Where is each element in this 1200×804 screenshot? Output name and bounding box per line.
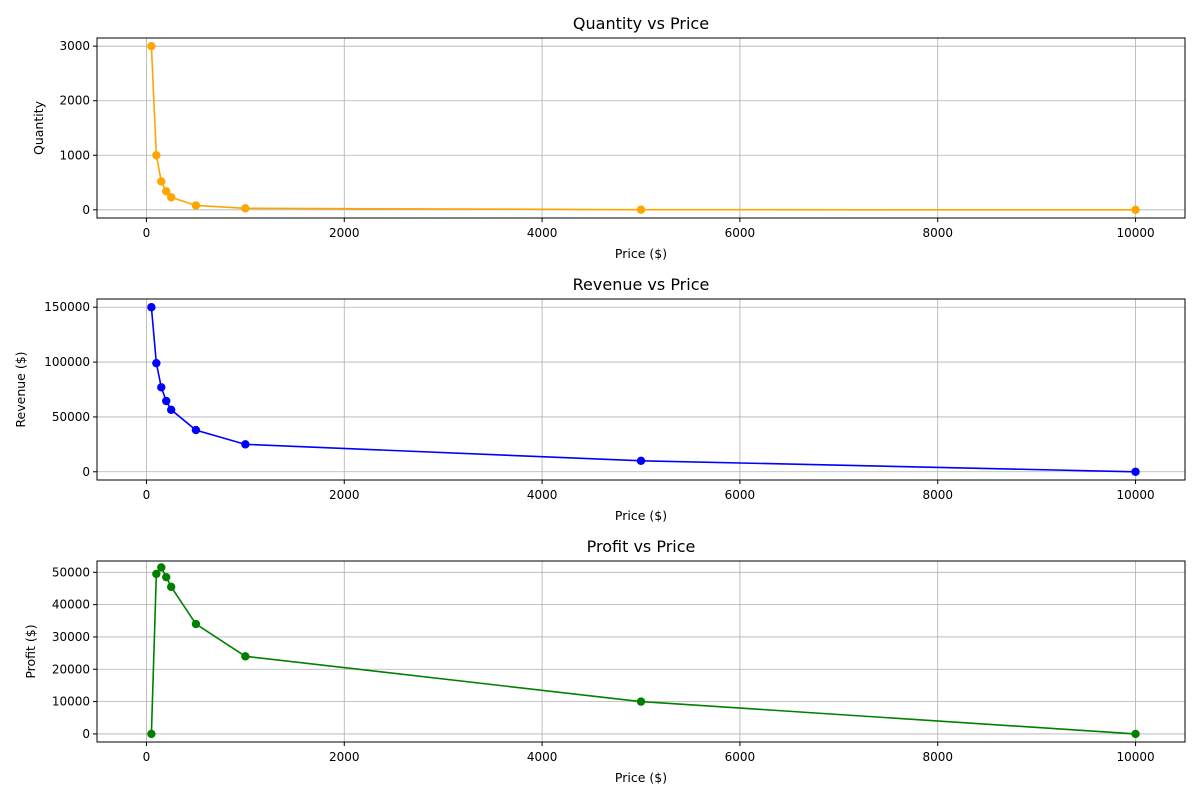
data-point: [152, 569, 161, 579]
data-point: [157, 177, 166, 186]
data-point: [147, 729, 156, 739]
subplot-2: 0 2000 4000 6000 8000 10000050000100000150000…: [13, 275, 1186, 523]
x-tick-label: 2000: [329, 226, 360, 240]
data-point: [162, 396, 171, 406]
x-tick-label: 6000: [725, 226, 756, 240]
data-point: [147, 303, 156, 312]
y-tick-label: 40000: [52, 598, 90, 612]
axes-frame: [96, 560, 1186, 743]
y-tick-label: 10000: [52, 695, 90, 709]
data-point: [166, 193, 176, 202]
series-line: [150, 307, 1136, 473]
axes-frame: [96, 37, 1186, 219]
y-axis-label: Profit ($): [23, 624, 38, 678]
subplot-3: 0 2000 4000 6000 8000 10000 0 10000 20000 30000 40…: [23, 537, 1186, 785]
data-point: [191, 619, 201, 629]
axes-frame: [96, 298, 1186, 481]
y-tick-label: 50000: [52, 410, 90, 424]
data-point: [1131, 729, 1140, 739]
data-point: [191, 201, 201, 210]
data-point: [1131, 205, 1140, 215]
data-point: [166, 405, 176, 414]
x-tick-label: 0: [143, 226, 151, 240]
x-tick-label: 8000: [922, 750, 953, 764]
y-tick-label: 50000: [52, 565, 90, 579]
y-tick-label: 100000: [44, 355, 90, 369]
chart-title: Quantity vs Price: [573, 14, 709, 33]
data-point: [157, 563, 166, 572]
x-tick-label: 8000: [922, 226, 953, 240]
x-tick-label: 2000: [329, 488, 360, 502]
data-point: [157, 383, 166, 392]
x-tick-label: 0: [143, 488, 151, 502]
y-tick-label: 20000: [52, 662, 90, 676]
y-tick-label: 150000: [44, 300, 90, 314]
y-tick-label: 0: [82, 727, 90, 741]
data-point: [162, 187, 171, 196]
y-tick-label: 3000: [59, 39, 90, 53]
data-point: [241, 440, 250, 449]
data-point: [191, 425, 201, 435]
data-point: [147, 41, 156, 51]
x-tick-label: 4000: [527, 226, 558, 240]
x-tick-label: 10000: [1116, 488, 1154, 502]
subplot-1: 0 2000 4000 6000 8000 10000 0 1000 2000 3000 Quant…: [31, 14, 1186, 261]
chart-title: Revenue vs Price: [573, 275, 710, 294]
x-tick-label: 6000: [725, 750, 756, 764]
y-axis-label: Quantity: [31, 100, 46, 155]
data-point: [636, 205, 646, 214]
data-point: [636, 697, 646, 706]
data-point: [241, 204, 250, 213]
x-axis-label: Price ($): [615, 246, 667, 261]
x-tick-label: 8000: [922, 488, 953, 502]
x-tick-label: 2000: [329, 750, 360, 764]
y-axis-label: Revenue ($): [13, 351, 28, 427]
data-point: [152, 358, 161, 368]
chart-title: Profit vs Price: [587, 537, 696, 556]
x-axis-label: Price ($): [615, 770, 667, 785]
series-line: [150, 565, 1136, 735]
y-tick-label: 0: [82, 465, 90, 479]
data-point: [636, 456, 646, 466]
y-tick-label: 0: [82, 203, 90, 217]
x-tick-label: 10000: [1116, 226, 1154, 240]
y-tick-label: 2000: [59, 94, 90, 108]
data-point: [1131, 467, 1140, 476]
x-tick-label: 0: [143, 750, 151, 764]
x-tick-label: 4000: [527, 750, 558, 764]
x-axis-label: Price ($): [615, 508, 667, 523]
y-tick-label: 30000: [52, 630, 90, 644]
x-tick-label: 10000: [1116, 750, 1154, 764]
y-tick-label: 1000: [59, 148, 90, 162]
x-tick-label: 4000: [527, 488, 558, 502]
x-tick-label: 6000: [725, 488, 756, 502]
data-point: [152, 151, 161, 160]
data-point: [162, 572, 171, 582]
data-point: [166, 582, 176, 592]
data-point: [241, 652, 250, 661]
series-line: [150, 46, 1136, 211]
